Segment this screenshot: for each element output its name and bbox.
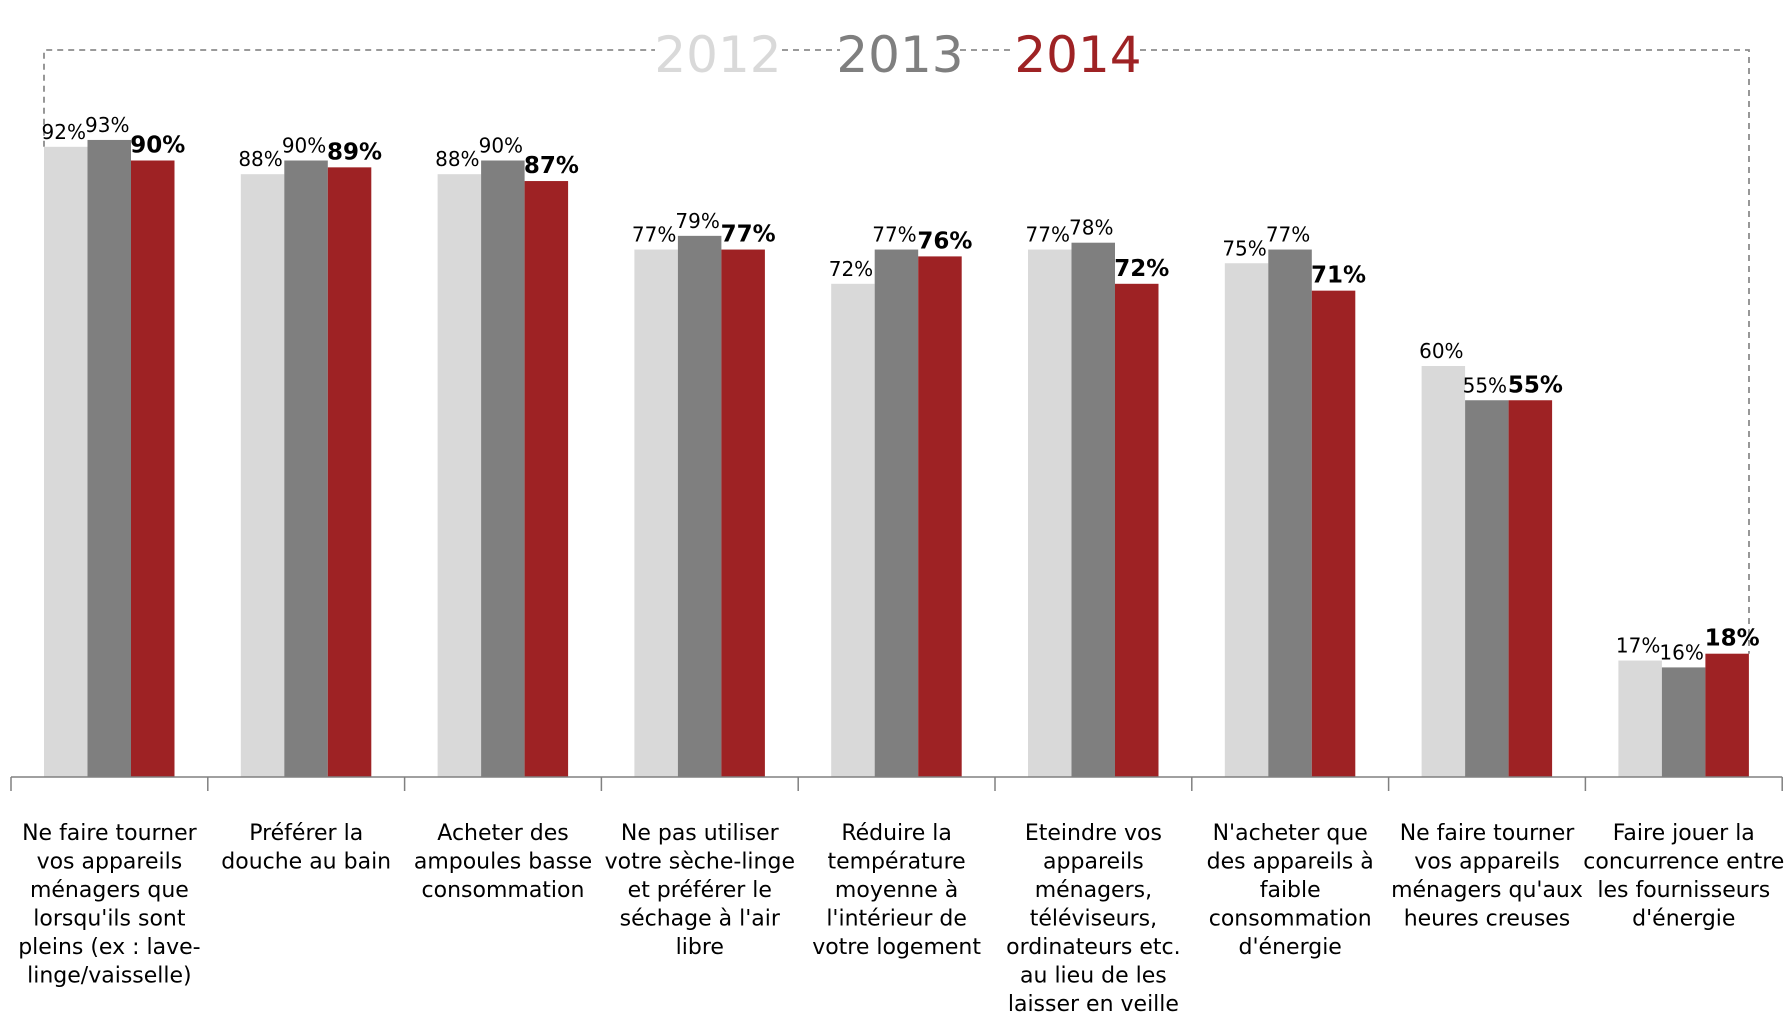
value-label-2014-2: 87% (524, 153, 579, 179)
category-label-2: Acheter des ampoules basse consommation (414, 821, 592, 903)
bar-2014-2 (524, 181, 569, 778)
value-label-2013-0: 93% (85, 113, 129, 137)
bar-2013-5 (1071, 242, 1115, 777)
value-label-2012-1: 88% (238, 147, 282, 171)
value-label-2012-0: 92% (42, 120, 86, 144)
bar-2013-6 (1268, 249, 1312, 778)
category-label-7: Ne faire tourner vos appareils ménagers qu… (1391, 821, 1583, 932)
value-label-2012-8: 17% (1616, 634, 1660, 658)
bar-2012-1 (240, 174, 285, 777)
legend-item-2013: 2013 (836, 26, 963, 84)
bar-2012-0 (44, 146, 88, 778)
value-label-2012-2: 88% (435, 147, 479, 171)
value-label-2014-3: 77% (721, 222, 776, 248)
bar-2013-2 (481, 160, 525, 777)
bar-2012-8 (1618, 660, 1662, 777)
value-labels: 92% 93%90%88%90% 89% 88%90%87%77%79%77%72%7… (42, 113, 1760, 664)
value-label-2013-3: 79% (675, 209, 719, 233)
value-label-2013-1: 90% (282, 134, 326, 158)
value-label-2013-4: 77% (872, 223, 916, 247)
category-label-4: Réduire la température moyenne à l'intérieu… (812, 821, 981, 960)
category-label-5: Eteindre vos appareils ménagers, téléviseur… (1006, 821, 1180, 1016)
bar-2013-3 (677, 235, 722, 778)
bar-2013-8 (1661, 667, 1706, 777)
value-label-2012-3: 77% (632, 223, 676, 247)
value-label-2014-0: 90% (130, 133, 185, 159)
value-label-2014-1: 89% (327, 139, 382, 165)
value-label-2014-5: 72% (1114, 256, 1169, 282)
bar-2013-1 (284, 160, 328, 777)
bar-2014-7 (1508, 400, 1553, 777)
bar-2012-5 (1028, 249, 1072, 778)
value-label-2012-7: 60% (1419, 339, 1463, 363)
bar-2014-4 (918, 256, 962, 777)
bar-2012-2 (437, 174, 482, 777)
bar-2014-6 (1311, 290, 1356, 777)
bar-2012-7 (1421, 366, 1466, 777)
bar-2013-0 (87, 139, 131, 777)
legend-item-2014: 2014 (1014, 26, 1141, 84)
bars (44, 139, 1749, 778)
bar-2014-3 (721, 249, 765, 778)
legend-item-2012: 2012 (654, 26, 781, 84)
value-label-2014-7: 55% (1508, 372, 1563, 398)
bar-2014-8 (1705, 653, 1749, 777)
value-label-2012-4: 72% (829, 257, 873, 281)
value-label-2013-8: 16% (1659, 640, 1703, 664)
legend: 2012 2013 2014 (654, 26, 1141, 84)
bar-2012-3 (634, 249, 678, 778)
value-label-2013-7: 55% (1463, 373, 1507, 397)
category-label-1: Préférer la douche au bain (221, 821, 391, 875)
bar-2014-0 (131, 160, 175, 777)
value-label-2014-8: 18% (1705, 626, 1760, 652)
x-axis (10, 776, 1783, 791)
value-label-2012-5: 77% (1026, 223, 1070, 247)
bar-2014-5 (1115, 283, 1159, 777)
value-label-2013-5: 78% (1069, 216, 1113, 240)
bar-2014-1 (327, 167, 372, 778)
category-label-6: N'acheter que des appareils à faible consom… (1207, 821, 1374, 960)
bar-2012-6 (1224, 263, 1269, 777)
bar-2013-4 (874, 249, 919, 778)
category-label-0: Ne faire tourner vos appareils ménagers qu… (18, 821, 200, 989)
category-label-3: Ne pas utiliser votre sèche-linge et préfé… (605, 821, 795, 960)
bar-2013-7 (1465, 400, 1509, 777)
value-label-2013-6: 77% (1266, 223, 1310, 247)
category-label-8: Faire jouer la concurrence entre les fourn… (1583, 821, 1784, 932)
value-label-2013-2: 90% (479, 134, 523, 158)
value-label-2012-6: 75% (1222, 236, 1266, 260)
category-labels: Ne faire tourner vos appareils ménagers qu… (18, 821, 1784, 1016)
value-label-2014-4: 76% (917, 228, 972, 254)
value-label-2014-6: 71% (1311, 263, 1366, 289)
bar-2012-4 (831, 283, 875, 777)
